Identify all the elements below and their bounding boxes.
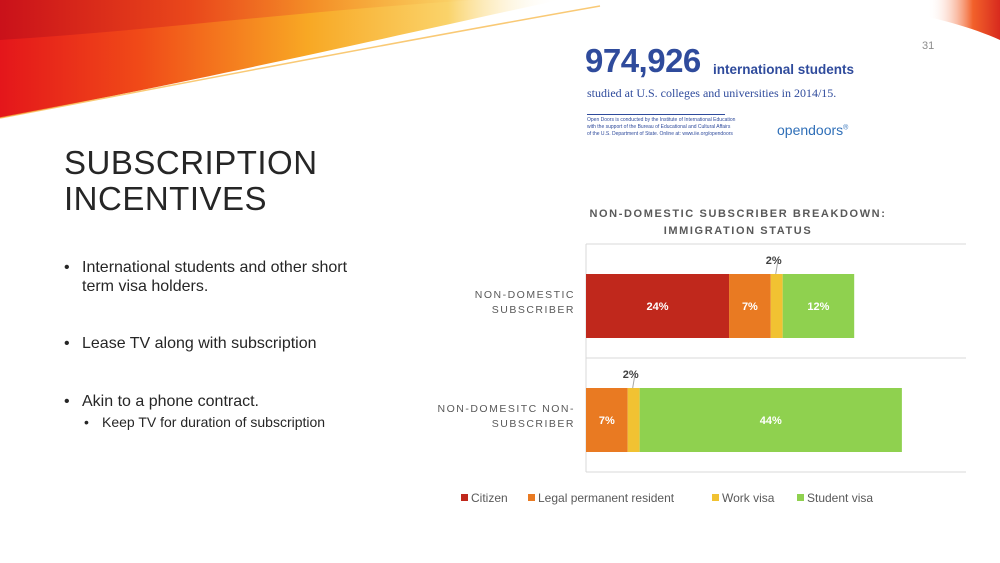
data-label: 2%	[766, 255, 782, 267]
legend-label: Student visa	[807, 491, 873, 505]
bullet-text: International students and other short t…	[82, 259, 348, 295]
legend-label: Work visa	[722, 491, 775, 505]
legend-swatch	[528, 494, 535, 501]
category-label: NON-DOMESTIC	[475, 289, 575, 301]
bullet-item: Lease TV along with subscription	[64, 334, 364, 353]
bar-segment	[586, 388, 628, 452]
bar-segment	[770, 274, 783, 338]
bullet-text: Akin to a phone contract.	[82, 393, 259, 410]
divider	[587, 114, 725, 115]
student-count: 974,926	[585, 42, 701, 79]
decorative-swoosh	[0, 0, 1000, 119]
leader-line	[775, 261, 779, 275]
note-line: with the support of the Bureau of Educat…	[587, 124, 731, 130]
data-label: 44%	[760, 415, 782, 427]
bar-segment	[782, 274, 855, 338]
bullet-text: Lease TV along with subscription	[82, 335, 317, 352]
leader-line	[632, 375, 636, 389]
legend-label: Citizen	[471, 491, 508, 505]
opendoors-logo: opendoors®	[777, 122, 848, 138]
bullet-item: Akin to a phone contract.	[64, 392, 364, 411]
opendoors-subtitle: studied at U.S. colleges and universitie…	[587, 86, 837, 100]
slide-title-line-2: INCENTIVES	[64, 180, 268, 217]
bar-segment	[586, 274, 730, 338]
data-label: 24%	[647, 301, 669, 313]
bullet-item: International students and other short t…	[64, 258, 364, 296]
slide-title-line-1: SUBSCRIPTION	[64, 144, 318, 181]
sub-bullet-text: Keep TV for duration of subscription	[102, 414, 326, 430]
category-label: SUBSCRIBER	[492, 418, 575, 430]
legend-label: Legal permanent resident	[538, 491, 675, 505]
category-label: NON-DOMESITC NON-	[438, 403, 576, 415]
registered-mark: ®	[843, 124, 849, 132]
bar-segment	[627, 388, 640, 452]
sub-bullet-item: Keep TV for duration of subscription	[84, 413, 384, 431]
legend-swatch	[461, 494, 468, 501]
student-count-suffix: international students	[713, 62, 855, 77]
data-label: 7%	[742, 301, 758, 313]
note-line: Open Doors is conducted by the Institute…	[587, 117, 736, 123]
swoosh-dark	[0, 0, 480, 40]
chart-title-line: NON-DOMESTIC SUBSCRIBER BREAKDOWN:	[589, 208, 886, 220]
data-label: 2%	[623, 369, 639, 381]
bar-segment	[639, 388, 902, 452]
swoosh-right	[820, 0, 1000, 40]
note-line: of the U.S. Department of State. Online …	[587, 131, 733, 137]
data-label: 7%	[599, 415, 615, 427]
slide-title: SUBSCRIPTION INCENTIVES	[64, 145, 384, 217]
data-label: 12%	[807, 301, 829, 313]
category-label: SUBSCRIBER	[492, 304, 575, 316]
swoosh-line	[0, 5, 601, 119]
chart-title-line: IMMIGRATION STATUS	[664, 225, 813, 237]
slide-number: 31	[922, 40, 935, 52]
opendoors-callout: 974,926 international students studied a…	[585, 40, 865, 150]
legend-swatch	[712, 494, 719, 501]
logo-text: opendoors	[777, 122, 844, 138]
legend-swatch	[797, 494, 804, 501]
opendoors-note: Open Doors is conducted by the Institute…	[587, 117, 737, 138]
swoosh-main	[0, 0, 560, 118]
bar-segment	[729, 274, 771, 338]
